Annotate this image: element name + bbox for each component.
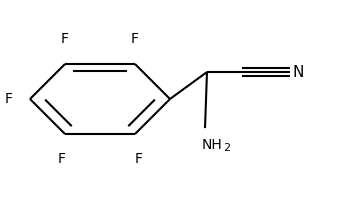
- Text: F: F: [61, 32, 69, 46]
- Text: NH: NH: [202, 138, 222, 152]
- Text: F: F: [58, 152, 66, 166]
- Text: 2: 2: [223, 143, 230, 153]
- Text: F: F: [131, 32, 139, 46]
- Text: F: F: [5, 92, 13, 106]
- Text: N: N: [293, 65, 304, 80]
- Text: F: F: [134, 152, 142, 166]
